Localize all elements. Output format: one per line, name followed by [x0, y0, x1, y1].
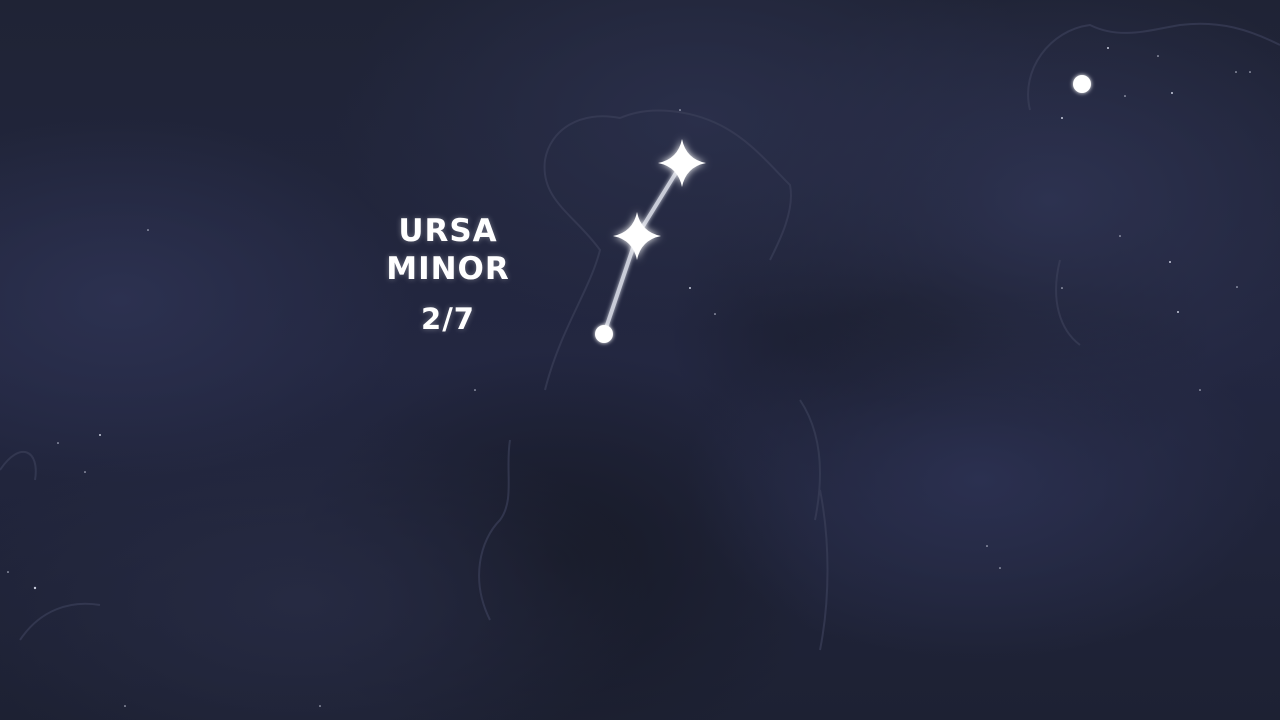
- tiny-star: [7, 571, 9, 573]
- tiny-star: [1199, 389, 1201, 391]
- tiny-star: [1236, 286, 1238, 288]
- tiny-star: [1107, 47, 1109, 49]
- dot-icon: [1073, 75, 1091, 93]
- tiny-star: [679, 109, 681, 111]
- tiny-star: [999, 567, 1001, 569]
- tiny-star: [689, 287, 691, 289]
- tiny-star: [1249, 71, 1251, 73]
- tiny-star: [1235, 71, 1237, 73]
- constellation-lines: [602, 161, 684, 336]
- four-point-star-icon: [613, 212, 661, 260]
- tiny-star: [99, 434, 101, 436]
- four-point-star-icon: [658, 139, 706, 187]
- figure-outline-right: [1027, 22, 1280, 346]
- background-stars: [7, 47, 1251, 707]
- tiny-star: [1119, 235, 1121, 237]
- tiny-star: [1171, 92, 1173, 94]
- tiny-star: [1124, 95, 1126, 97]
- collected-star-2[interactable]: [613, 212, 661, 260]
- tiny-star: [1061, 287, 1063, 289]
- dot-icon: [595, 325, 613, 343]
- tiny-star: [986, 545, 988, 547]
- constellation-name-line1: URSA: [398, 213, 498, 249]
- next-star[interactable]: [595, 325, 613, 343]
- constellation-outline-art: [0, 22, 1280, 651]
- progress-counter: 2/7: [421, 302, 475, 336]
- tiny-star: [33, 586, 37, 590]
- distant-star[interactable]: [1073, 75, 1091, 93]
- tiny-star: [1177, 311, 1179, 313]
- tiny-star: [1061, 117, 1063, 119]
- tiny-star: [84, 471, 86, 473]
- tiny-star: [474, 389, 476, 391]
- tiny-star: [124, 705, 126, 707]
- connector-line-1: [602, 234, 639, 336]
- constellation-name-line2: MINOR: [386, 251, 510, 287]
- tiny-star: [147, 229, 149, 231]
- tiny-star: [714, 313, 716, 315]
- tiny-star: [1157, 55, 1159, 57]
- figure-outline-left: [0, 450, 101, 641]
- constellation-info: URSA MINOR 2/7: [368, 212, 528, 336]
- connector-line-2: [635, 161, 684, 238]
- collected-star-1[interactable]: [658, 139, 706, 187]
- tiny-star: [1169, 261, 1171, 263]
- figure-outline-bottom: [478, 399, 829, 651]
- tiny-star: [319, 705, 321, 707]
- bear-outline: [543, 109, 792, 391]
- tiny-star: [57, 442, 59, 444]
